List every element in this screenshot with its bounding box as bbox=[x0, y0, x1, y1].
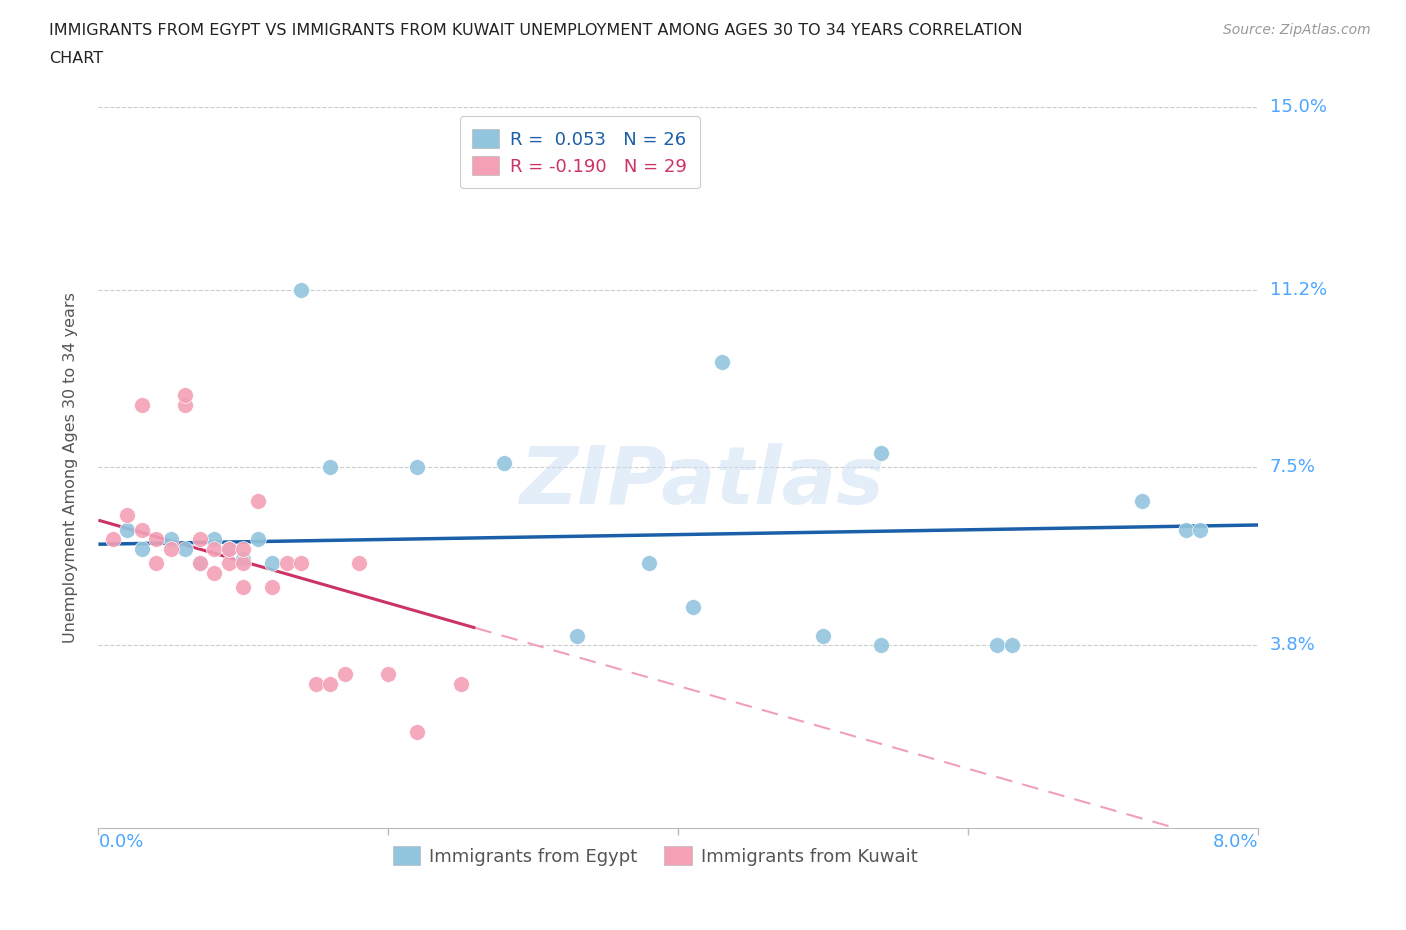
Point bbox=[682, 599, 704, 614]
Text: 7.5%: 7.5% bbox=[1270, 458, 1316, 476]
Point bbox=[188, 556, 211, 571]
Text: 8.0%: 8.0% bbox=[1213, 832, 1258, 851]
Point bbox=[218, 541, 240, 556]
Point bbox=[160, 532, 183, 547]
Point bbox=[246, 532, 269, 547]
Point bbox=[262, 580, 284, 595]
Point bbox=[319, 676, 342, 691]
Point bbox=[1001, 638, 1024, 653]
Point bbox=[1174, 523, 1197, 538]
Point bbox=[406, 460, 429, 474]
Point bbox=[232, 580, 254, 595]
Point bbox=[333, 667, 356, 682]
Point bbox=[174, 397, 197, 412]
Text: IMMIGRANTS FROM EGYPT VS IMMIGRANTS FROM KUWAIT UNEMPLOYMENT AMONG AGES 30 TO 34: IMMIGRANTS FROM EGYPT VS IMMIGRANTS FROM… bbox=[49, 23, 1022, 38]
Point bbox=[174, 388, 197, 403]
Point bbox=[870, 638, 893, 653]
Point bbox=[174, 541, 197, 556]
Point bbox=[305, 676, 328, 691]
Point bbox=[232, 541, 254, 556]
Point bbox=[218, 541, 240, 556]
Point bbox=[101, 532, 124, 547]
Legend: Immigrants from Egypt, Immigrants from Kuwait: Immigrants from Egypt, Immigrants from K… bbox=[385, 839, 925, 872]
Point bbox=[870, 445, 893, 460]
Point bbox=[494, 455, 516, 470]
Text: 15.0%: 15.0% bbox=[1270, 98, 1327, 116]
Point bbox=[188, 556, 211, 571]
Point bbox=[145, 532, 167, 547]
Point bbox=[160, 541, 183, 556]
Point bbox=[117, 508, 139, 523]
Text: 0.0%: 0.0% bbox=[98, 832, 143, 851]
Point bbox=[218, 556, 240, 571]
Point bbox=[319, 460, 342, 474]
Point bbox=[117, 523, 139, 538]
Point bbox=[204, 565, 226, 580]
Point bbox=[1189, 523, 1212, 538]
Text: 11.2%: 11.2% bbox=[1270, 281, 1327, 299]
Point bbox=[131, 541, 153, 556]
Point bbox=[131, 397, 153, 412]
Text: CHART: CHART bbox=[49, 51, 103, 66]
Point bbox=[565, 628, 588, 643]
Point bbox=[204, 532, 226, 547]
Point bbox=[377, 667, 399, 682]
Point bbox=[276, 556, 298, 571]
Text: 3.8%: 3.8% bbox=[1270, 636, 1316, 654]
Point bbox=[290, 556, 312, 571]
Point bbox=[188, 532, 211, 547]
Point bbox=[450, 676, 472, 691]
Point bbox=[131, 523, 153, 538]
Point bbox=[349, 556, 371, 571]
Point bbox=[1130, 494, 1153, 509]
Point bbox=[290, 282, 312, 297]
Point bbox=[813, 628, 835, 643]
Point bbox=[204, 541, 226, 556]
Text: Source: ZipAtlas.com: Source: ZipAtlas.com bbox=[1223, 23, 1371, 37]
Point bbox=[232, 551, 254, 566]
Point bbox=[232, 556, 254, 571]
Y-axis label: Unemployment Among Ages 30 to 34 years: Unemployment Among Ages 30 to 34 years bbox=[63, 292, 77, 643]
Point bbox=[262, 556, 284, 571]
Point bbox=[986, 638, 1008, 653]
Point bbox=[710, 354, 733, 369]
Point bbox=[246, 494, 269, 509]
Text: ZIPatlas: ZIPatlas bbox=[519, 443, 884, 521]
Point bbox=[406, 724, 429, 739]
Point bbox=[145, 556, 167, 571]
Point bbox=[638, 556, 661, 571]
